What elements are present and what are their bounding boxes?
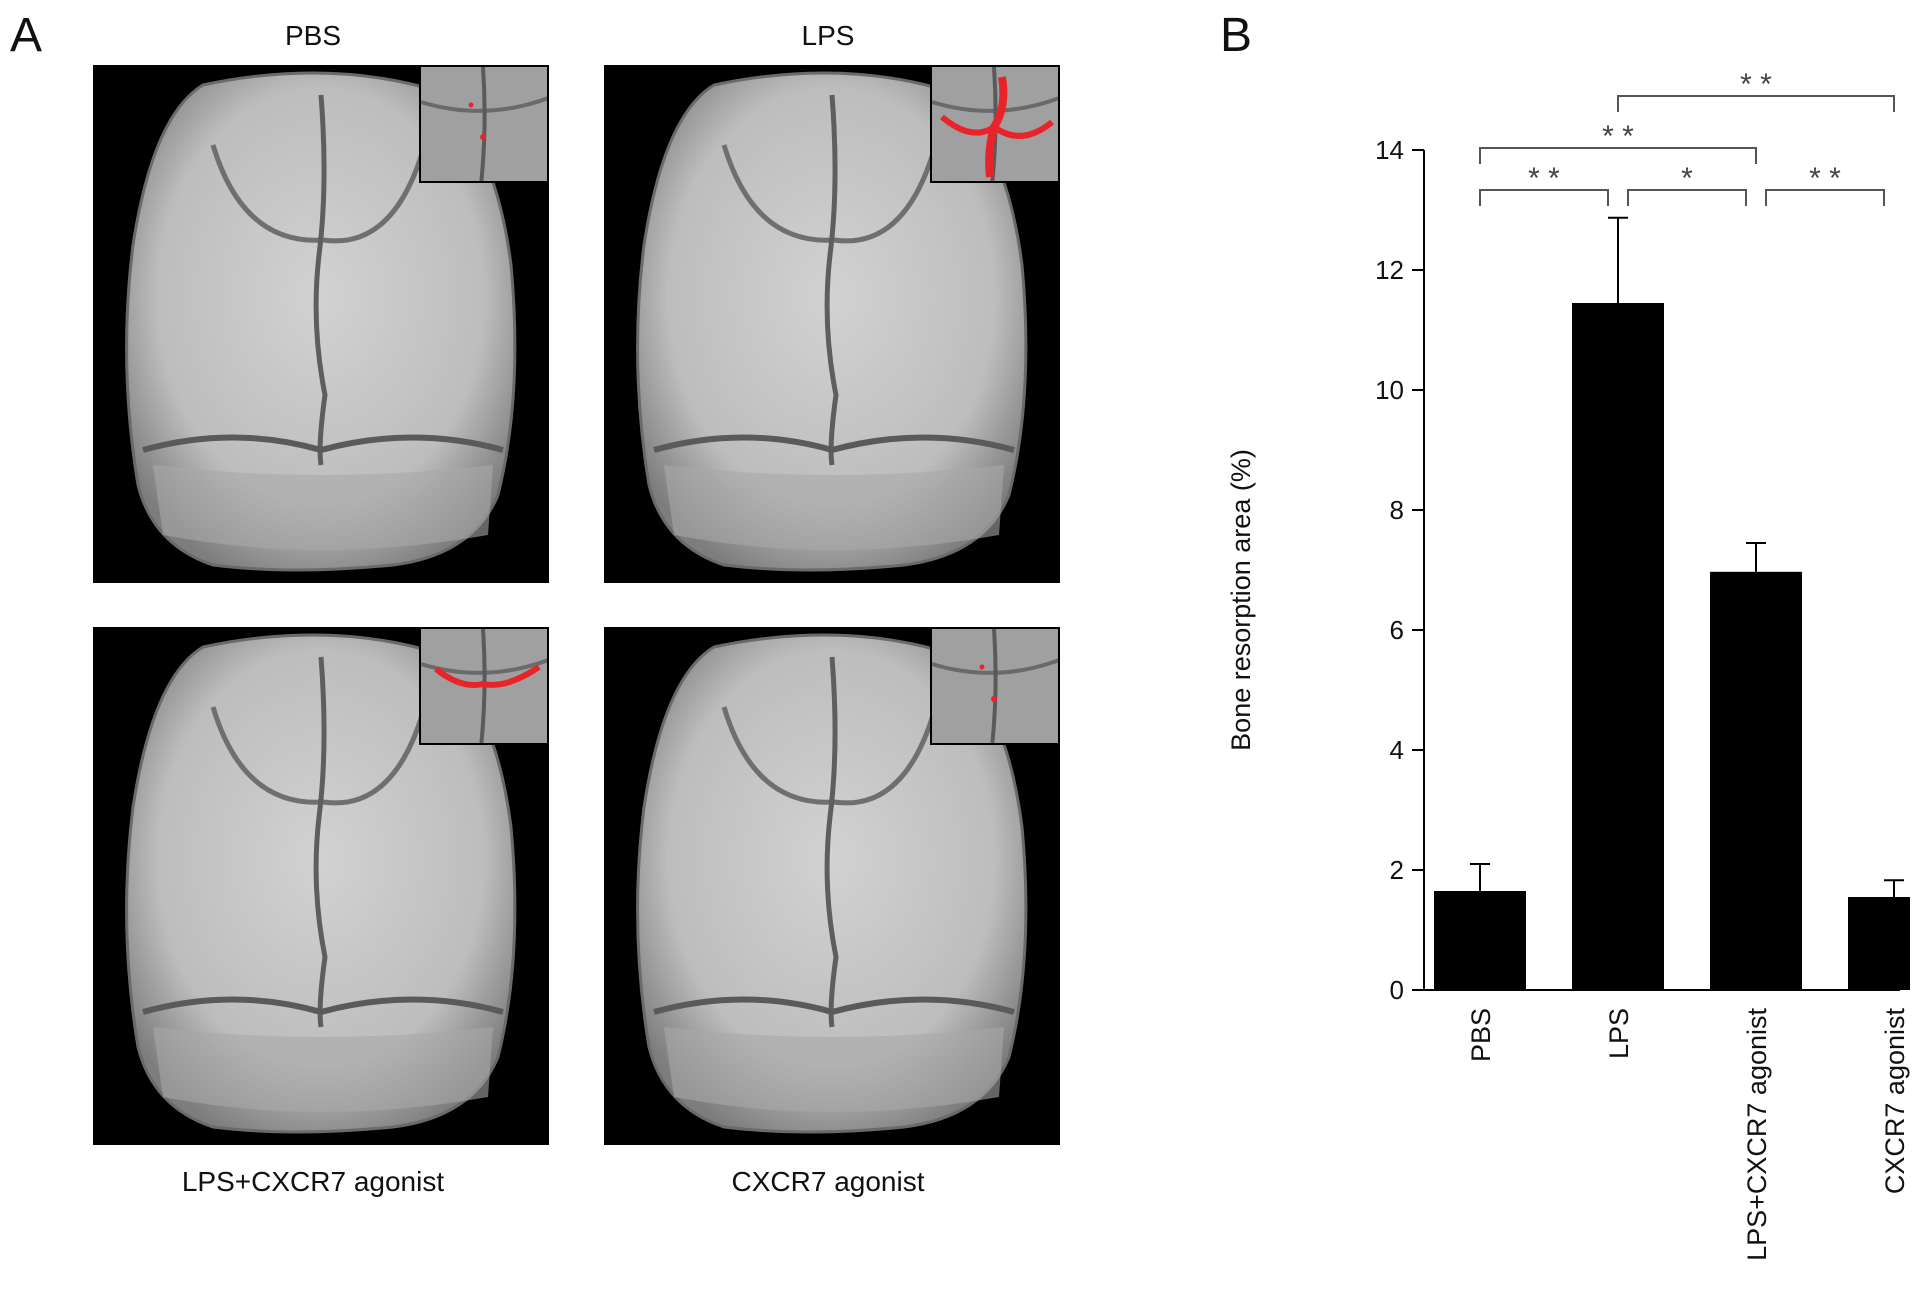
significance-bracket (1479, 147, 1757, 164)
y-tick-label: 8 (1390, 495, 1404, 525)
bar-cxcr7-agonist (1848, 897, 1910, 990)
caption-pbs: PBS (284, 20, 342, 51)
x-category-label: CXCR7 agonist (1880, 1008, 1910, 1195)
y-tick-label: 4 (1390, 735, 1404, 765)
y-tick-label: 14 (1375, 135, 1404, 165)
caption-lps-cxcr7-agonist: LPS+CXCR7 agonist (181, 1166, 445, 1197)
significance-label: * * (1809, 162, 1841, 195)
skull-render (125, 633, 517, 1134)
caption-lps: LPS (801, 20, 855, 51)
zoom-inset (930, 65, 1060, 183)
y-axis-label: Bone resorption area (%) (1226, 449, 1256, 751)
ct-image-lps (604, 65, 1060, 583)
significance-bracket (1479, 189, 1609, 206)
significance-bracket (1765, 189, 1885, 206)
significance-bracket (1617, 95, 1895, 112)
x-category-label: LPS+CXCR7 agonist (1742, 1008, 1772, 1261)
significance-bracket (1627, 189, 1747, 206)
zoom-inset (419, 627, 549, 745)
y-tick-label: 6 (1390, 615, 1404, 645)
caption-cxcr7-agonist: CXCR7 agonist (731, 1166, 925, 1197)
y-tick-label: 10 (1375, 375, 1404, 405)
panel-a-letter: A (10, 9, 43, 62)
ct-image-lps-cxcr7-agonist (93, 627, 549, 1145)
skull-render (125, 71, 517, 572)
panel-b-letter: B (1220, 9, 1253, 62)
x-category-label: LPS (1604, 1008, 1634, 1059)
ct-image-pbs (93, 65, 549, 583)
skull-render (636, 633, 1028, 1134)
bar-pbs (1434, 891, 1526, 990)
zoom-inset (419, 65, 549, 183)
x-category-label: PBS (1466, 1008, 1496, 1062)
ct-image-cxcr7-agonist (604, 627, 1060, 1145)
bar-lps (1572, 303, 1664, 990)
significance-label: * * (1602, 120, 1634, 153)
bone-resorption-bar-chart: 0 2 4 6 8 10 12 14 Bone resorption area (%) PBS LP… (1226, 68, 1910, 1261)
y-tick-label: 12 (1375, 255, 1404, 285)
y-tick-label: 2 (1390, 855, 1404, 885)
bar-lps-cxcr7-agonist (1710, 571, 1802, 990)
significance-label: * (1681, 162, 1693, 195)
zoom-inset (930, 627, 1060, 745)
skull-render (636, 71, 1028, 572)
significance-label: * * (1528, 162, 1560, 195)
y-tick-label: 0 (1390, 975, 1404, 1005)
significance-label: * * (1740, 68, 1772, 101)
